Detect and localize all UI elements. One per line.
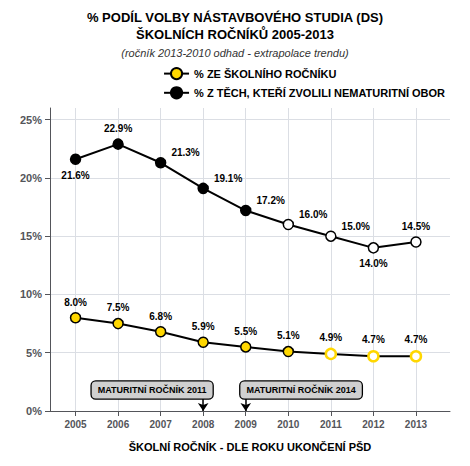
svg-text:15%: 15%	[20, 230, 42, 242]
svg-text:5.9%: 5.9%	[192, 321, 215, 332]
svg-text:15.0%: 15.0%	[342, 221, 370, 232]
svg-text:22.9%: 22.9%	[104, 123, 132, 134]
svg-text:2009: 2009	[235, 419, 258, 430]
svg-text:8.0%: 8.0%	[64, 297, 87, 308]
svg-text:20%: 20%	[20, 172, 42, 184]
svg-text:MATURITNÍ ROČNÍK 2014: MATURITNÍ ROČNÍK 2014	[246, 384, 355, 395]
svg-text:2013: 2013	[405, 419, 428, 430]
svg-text:2012: 2012	[362, 419, 385, 430]
svg-text:4.7%: 4.7%	[362, 334, 385, 345]
svg-text:MATURITNÍ ROČNÍK 2011: MATURITNÍ ROČNÍK 2011	[98, 384, 207, 395]
svg-text:14.0%: 14.0%	[359, 258, 387, 269]
svg-text:5%: 5%	[26, 347, 42, 359]
svg-text:19.1%: 19.1%	[214, 173, 242, 184]
svg-text:2007: 2007	[150, 419, 173, 430]
svg-text:25%: 25%	[20, 114, 42, 126]
svg-text:ŠKOLNÍ ROČNÍK - DLE ROKU UKONČ: ŠKOLNÍ ROČNÍK - DLE ROKU UKONČENÍ PŠD	[129, 441, 372, 453]
svg-text:2010: 2010	[277, 419, 300, 430]
svg-text:5.5%: 5.5%	[234, 326, 257, 337]
svg-text:% ZE ŠKOLNÍHO ROČNÍKU: % ZE ŠKOLNÍHO ROČNÍKU	[194, 68, 336, 80]
svg-text:2011: 2011	[320, 419, 342, 430]
svg-text:5.1%: 5.1%	[277, 330, 300, 341]
svg-text:10%: 10%	[20, 288, 42, 300]
svg-text:4.9%: 4.9%	[319, 332, 342, 343]
svg-text:16.0%: 16.0%	[299, 209, 327, 220]
svg-text:ŠKOLNÍCH ROČNÍKŮ 2005-2013: ŠKOLNÍCH ROČNÍKŮ 2005-2013	[136, 26, 334, 42]
svg-text:% Z TĚCH, KTEŘÍ ZVOLILI NEMATU: % Z TĚCH, KTEŘÍ ZVOLILI NEMATURITNÍ OBOR	[194, 87, 445, 99]
svg-text:17.2%: 17.2%	[256, 195, 284, 206]
svg-text:(ročník 2013-2010 odhad - extr: (ročník 2013-2010 odhad - extrapolace tr…	[121, 47, 349, 59]
svg-text:% PODÍL VOLBY NÁSTAVBOVÉHO STU: % PODÍL VOLBY NÁSTAVBOVÉHO STUDIA (DS)	[87, 10, 383, 25]
svg-text:6.8%: 6.8%	[149, 311, 172, 322]
svg-text:7.5%: 7.5%	[107, 302, 130, 313]
svg-text:4.7%: 4.7%	[405, 334, 428, 345]
svg-text:2008: 2008	[192, 419, 215, 430]
svg-text:2005: 2005	[64, 419, 87, 430]
svg-text:0%: 0%	[26, 405, 42, 417]
svg-text:2006: 2006	[107, 419, 130, 430]
svg-text:21.3%: 21.3%	[171, 147, 199, 158]
svg-text:14.5%: 14.5%	[402, 221, 430, 232]
svg-text:21.6%: 21.6%	[61, 170, 89, 181]
